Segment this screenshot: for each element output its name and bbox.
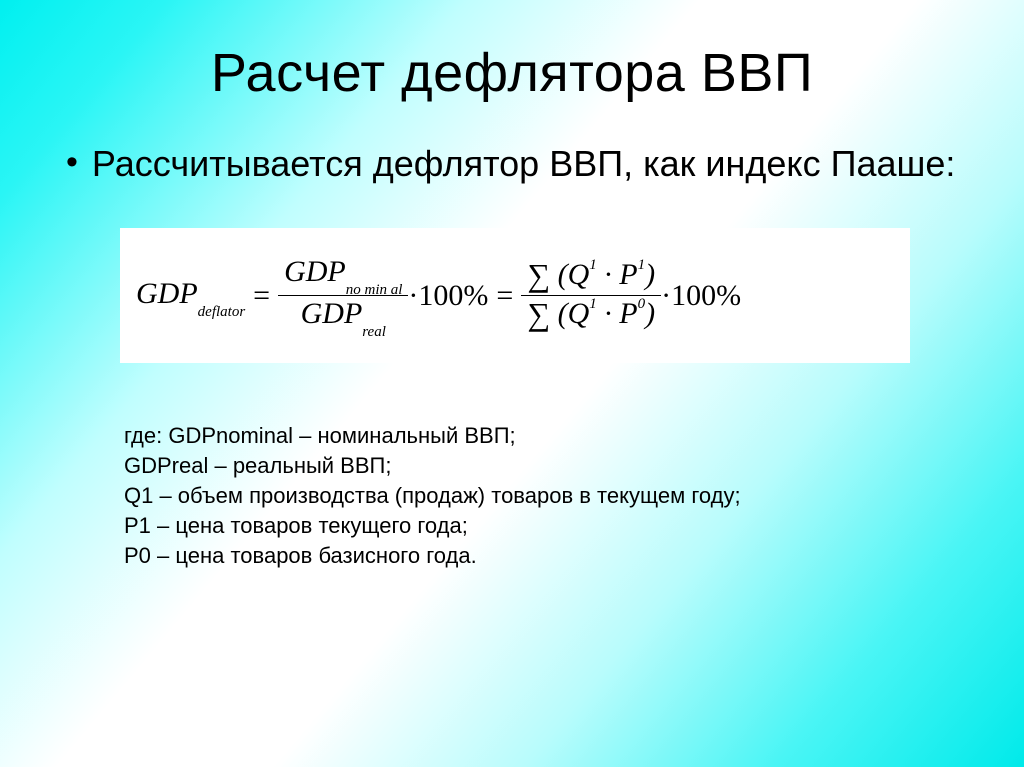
- slide-title: Расчет дефлятора ВВП: [0, 0, 1024, 104]
- legend-block: где: GDPnominal – номинальный ВВП; GDPre…: [0, 363, 1024, 571]
- times-100-1: ·100%: [408, 279, 488, 313]
- legend-line: P1 – цена товаров текущего года;: [124, 511, 1024, 541]
- intro-text: Рассчитывается дефлятор ВВП, как индекс …: [92, 142, 956, 186]
- legend-line: Q1 – объем производства (продаж) товаров…: [124, 481, 1024, 511]
- formula-box: GDPdeflator = GDPno min al GDPreal ·100%…: [120, 228, 910, 363]
- legend-line: где: GDPnominal – номинальный ВВП;: [124, 421, 1024, 451]
- intro-block: • Рассчитывается дефлятор ВВП, как индек…: [0, 104, 1024, 186]
- legend-line: P0 – цена товаров базисного года.: [124, 541, 1024, 571]
- equals-sign: =: [253, 279, 270, 313]
- equals-sign-2: =: [496, 279, 513, 313]
- sigma-icon: ∑: [527, 298, 550, 330]
- formula-lhs: GDPdeflator: [136, 277, 245, 315]
- fraction-nominal-real: GDPno min al GDPreal: [278, 254, 408, 337]
- fraction-sigma: ∑ (Q1 · P1) ∑ (Q1 · P0): [521, 257, 661, 334]
- legend-line: GDPreal – реальный ВВП;: [124, 451, 1024, 481]
- bullet-icon: •: [66, 142, 78, 182]
- sigma-icon: ∑: [527, 259, 550, 291]
- times-100-2: ·100%: [661, 279, 741, 313]
